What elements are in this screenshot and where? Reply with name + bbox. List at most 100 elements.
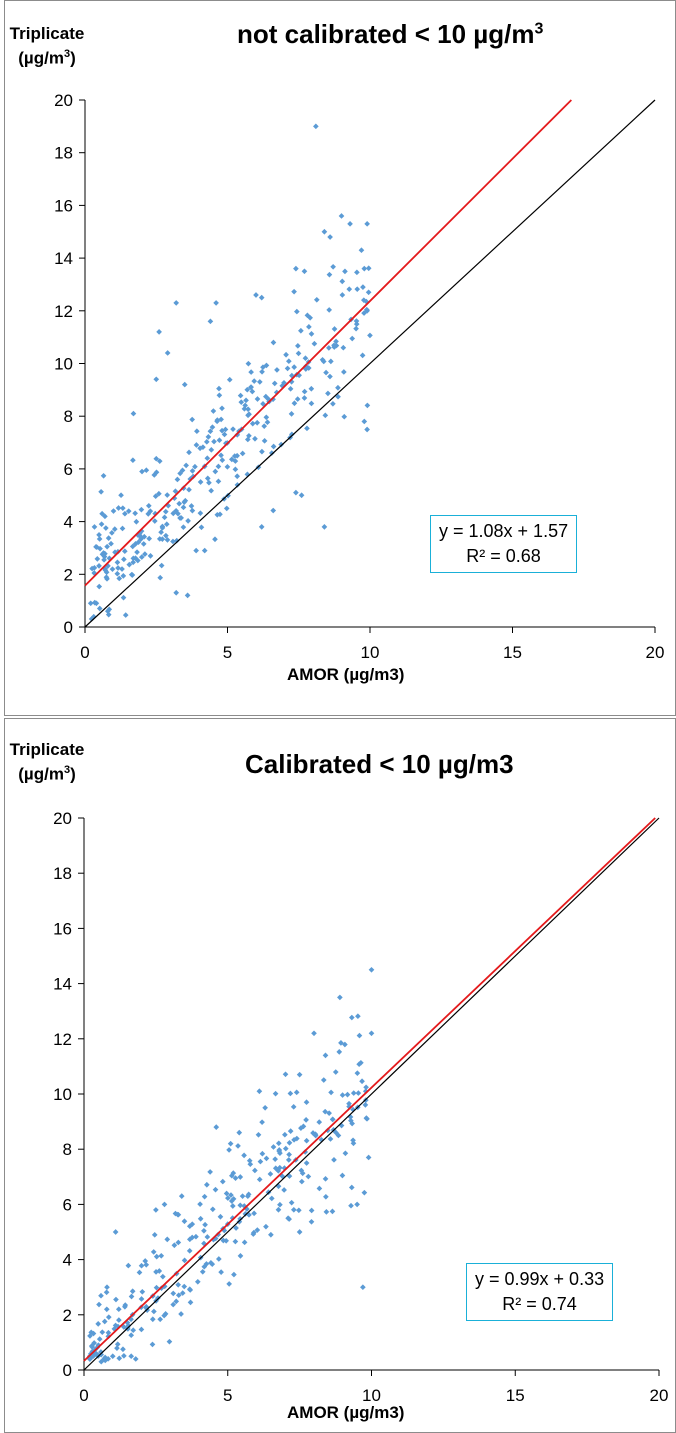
data-point [219, 427, 225, 434]
data-point [350, 1140, 357, 1147]
data-point [229, 1203, 236, 1209]
data-point [116, 1317, 122, 1323]
data-point [368, 966, 375, 973]
data-point [217, 1213, 224, 1220]
data-point [268, 1231, 274, 1238]
y-tick-label: 0 [64, 618, 73, 637]
data-point [230, 426, 236, 433]
data-point [327, 234, 333, 240]
data-point [153, 1207, 159, 1213]
data-point [113, 1296, 119, 1303]
data-point [353, 321, 360, 327]
data-point [302, 355, 309, 362]
data-point [146, 535, 153, 542]
data-point [260, 364, 266, 371]
data-point [187, 476, 194, 482]
data-point [234, 473, 241, 480]
data-point [200, 444, 206, 450]
data-point [320, 1077, 327, 1083]
data-point [173, 300, 180, 306]
data-point [304, 312, 311, 319]
data-point [203, 439, 210, 445]
y-tick-label: 20 [54, 91, 73, 110]
data-point [156, 490, 162, 497]
data-point [183, 462, 189, 469]
y-tick-label: 12 [54, 302, 73, 321]
data-point [322, 1052, 329, 1059]
data-point [115, 505, 122, 511]
data-point [296, 1207, 302, 1214]
data-point [223, 505, 230, 512]
data-point [323, 369, 329, 376]
data-point [232, 1238, 239, 1245]
data-point [130, 559, 136, 566]
data-point [130, 457, 136, 464]
data-point [103, 1289, 110, 1296]
data-point [145, 511, 152, 517]
y-tick-label: 16 [54, 196, 73, 215]
data-point [101, 556, 107, 563]
data-point [180, 504, 187, 511]
regression-equation-box: y = 1.08x + 1.57 R² = 0.68 [430, 515, 578, 573]
data-point [105, 1314, 112, 1320]
data-point [308, 331, 315, 337]
data-point [218, 452, 224, 459]
data-point [259, 1150, 266, 1157]
data-point [237, 1174, 244, 1180]
data-point [354, 286, 361, 292]
data-point [89, 565, 95, 572]
data-point [197, 1201, 203, 1207]
data-point [268, 1195, 275, 1202]
regression-equation: y = 1.08x + 1.57 [439, 521, 569, 541]
data-point [361, 418, 368, 425]
data-point [347, 221, 353, 227]
data-point [363, 306, 370, 313]
data-point [170, 1290, 177, 1297]
data-point [134, 549, 140, 555]
data-point [303, 1099, 310, 1106]
data-point [299, 1178, 305, 1185]
data-point [237, 1216, 243, 1222]
data-point [361, 310, 367, 316]
regression-equation-box: y = 0.99x + 0.33 R² = 0.74 [466, 1263, 614, 1321]
data-point [180, 524, 187, 530]
data-point [228, 1192, 234, 1198]
data-point [270, 396, 276, 403]
data-point [90, 1330, 97, 1337]
data-point [249, 420, 256, 427]
data-point [335, 384, 341, 391]
data-point [313, 296, 320, 303]
x-tick-label: 0 [79, 1386, 88, 1405]
data-point [175, 510, 181, 517]
data-point [358, 247, 365, 254]
data-point [246, 1157, 253, 1164]
data-point [126, 561, 133, 568]
data-point [329, 1116, 336, 1123]
data-point [267, 1171, 274, 1177]
data-point [243, 397, 249, 404]
data-point [158, 562, 165, 569]
data-point [89, 1344, 95, 1350]
data-point [214, 417, 221, 423]
data-point [211, 438, 217, 445]
data-point [157, 574, 164, 581]
data-point [130, 1327, 137, 1334]
data-point [256, 1176, 263, 1183]
data-point [298, 1125, 304, 1131]
data-point [239, 450, 246, 457]
data-point [139, 1288, 146, 1295]
y-tick-label: 8 [63, 1140, 72, 1159]
data-point [175, 1281, 182, 1288]
data-point [264, 419, 271, 426]
data-point [254, 419, 261, 426]
data-point [286, 358, 292, 365]
data-point [138, 1262, 145, 1269]
y-tick-label: 4 [63, 1251, 72, 1270]
data-point [237, 1202, 244, 1209]
data-point [96, 531, 102, 538]
data-point [259, 368, 265, 375]
data-point [282, 1071, 289, 1078]
data-point [208, 487, 215, 494]
data-point [303, 1117, 309, 1123]
data-point [237, 1253, 244, 1259]
